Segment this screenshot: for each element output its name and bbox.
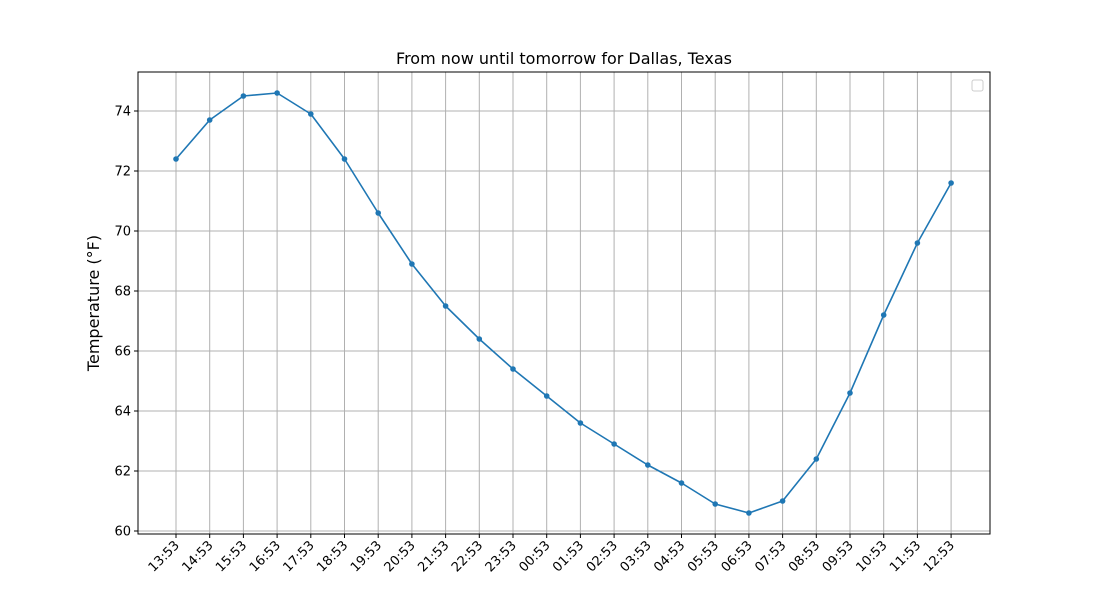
y-tick-label: 64: [114, 405, 131, 420]
grid-lines: [138, 72, 990, 534]
data-point: [813, 456, 820, 462]
series-line: [175, 92, 952, 514]
data-point: [712, 501, 718, 507]
data-point: [308, 111, 314, 117]
data-point: [543, 393, 550, 399]
data-point: [914, 240, 921, 246]
data-point: [409, 261, 415, 267]
plot-area-frame: [137, 71, 991, 535]
y-tick-label: 72: [114, 165, 131, 180]
chart-title: From now until tomorrow for Dallas, Texa…: [396, 49, 732, 68]
data-point: [779, 498, 786, 504]
data-point: [510, 366, 516, 372]
y-axis-label: Temperature (°F): [84, 235, 103, 372]
data-point: [476, 336, 483, 342]
data-point: [880, 312, 887, 318]
data-point: [240, 93, 247, 99]
data-point: [746, 510, 752, 516]
y-tick-label: 66: [114, 345, 131, 360]
data-point: [645, 462, 651, 468]
data-point: [948, 180, 954, 186]
series-layer: [173, 90, 954, 516]
data-point: [206, 117, 213, 123]
legend-box: [971, 79, 984, 92]
y-tick-label: 60: [114, 525, 131, 540]
data-point: [847, 390, 853, 396]
data-point: [173, 156, 179, 162]
data-point: [442, 303, 449, 309]
y-tick-label: 74: [114, 105, 131, 120]
y-tick-label: 70: [114, 225, 131, 240]
y-tick-label: 68: [114, 285, 131, 300]
y-tick-label: 62: [114, 465, 131, 480]
data-point: [341, 156, 348, 162]
data-point: [375, 210, 382, 216]
data-point: [611, 441, 617, 447]
data-point: [274, 90, 280, 96]
data-point: [678, 480, 685, 486]
data-point: [577, 420, 584, 426]
